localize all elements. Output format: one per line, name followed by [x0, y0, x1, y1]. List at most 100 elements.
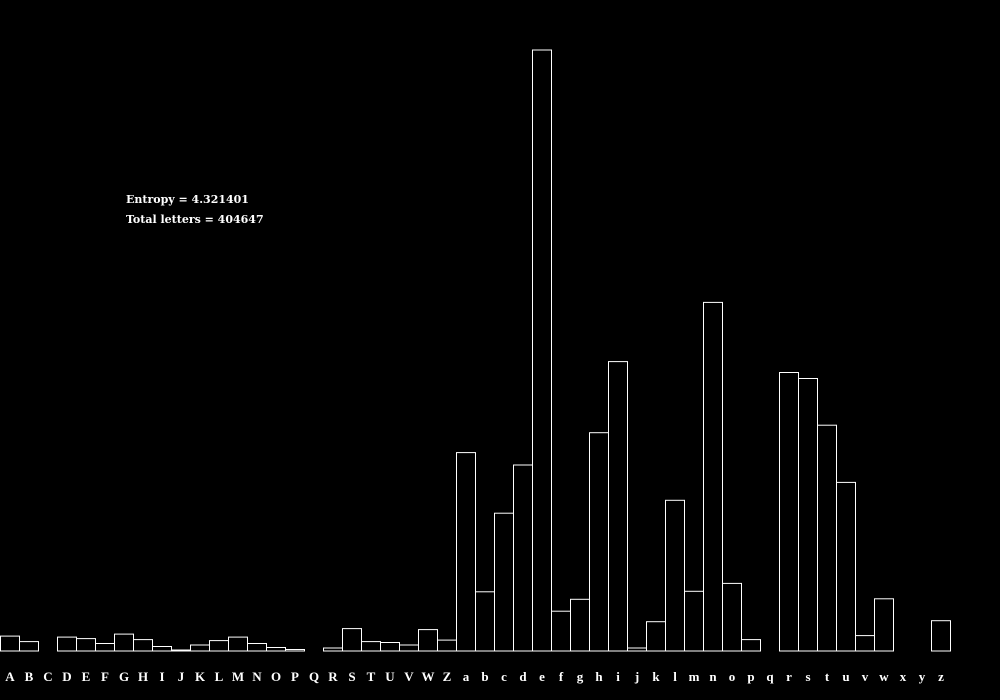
- bar-M: [228, 636, 248, 652]
- bar-P: [285, 649, 305, 652]
- tick-label-f: f: [559, 669, 564, 684]
- tick-label-z: z: [938, 669, 944, 684]
- tick-label-d: d: [519, 669, 527, 684]
- tick-label-T: T: [367, 669, 376, 684]
- bar-c: [494, 512, 514, 652]
- tick-label-S: S: [348, 669, 355, 684]
- bar-w: [874, 598, 894, 652]
- bar-I: [152, 646, 172, 652]
- tick-label-i: i: [616, 669, 620, 684]
- stats-panel: Entropy = 4.321401 Total letters = 40464…: [126, 190, 264, 230]
- bar-O: [266, 647, 286, 652]
- bar-T: [361, 641, 381, 652]
- tick-label-r: r: [786, 669, 792, 684]
- tick-label-k: k: [652, 669, 660, 684]
- bar-g: [570, 598, 590, 652]
- bar-p: [741, 639, 761, 652]
- tick-label-R: R: [328, 669, 338, 684]
- bar-o: [722, 582, 742, 652]
- bar-A: [0, 635, 20, 652]
- bar-h: [589, 432, 609, 652]
- tick-label-A: A: [5, 669, 15, 684]
- bar-S: [342, 628, 362, 652]
- bar-G: [114, 633, 134, 652]
- tick-label-o: o: [729, 669, 736, 684]
- bar-b: [475, 591, 495, 652]
- tick-label-w: w: [879, 669, 889, 684]
- tick-label-I: I: [159, 669, 164, 684]
- tick-label-h: h: [595, 669, 603, 684]
- bar-V: [399, 644, 419, 652]
- tick-label-E: E: [82, 669, 91, 684]
- tick-label-m: m: [689, 669, 700, 684]
- bar-i: [608, 361, 628, 652]
- bar-u: [836, 481, 856, 652]
- bar-W: [418, 629, 438, 652]
- tick-label-e: e: [539, 669, 545, 684]
- bars-group: [0, 49, 951, 652]
- bar-r: [779, 372, 799, 652]
- tick-label-K: K: [195, 669, 206, 684]
- tick-label-L: L: [215, 669, 224, 684]
- bar-K: [190, 644, 210, 652]
- tick-label-q: q: [766, 669, 774, 684]
- tick-label-N: N: [252, 669, 262, 684]
- tick-label-Q: Q: [309, 669, 319, 684]
- tick-label-C: C: [43, 669, 52, 684]
- bar-U: [380, 642, 400, 652]
- entropy-text: Entropy = 4.321401: [126, 193, 249, 206]
- tick-label-J: J: [178, 669, 185, 684]
- bar-N: [247, 643, 267, 652]
- tick-label-B: B: [25, 669, 34, 684]
- bar-d: [513, 464, 533, 652]
- tick-label-c: c: [501, 669, 507, 684]
- bar-l: [665, 499, 685, 652]
- tick-label-y: y: [919, 669, 926, 684]
- tick-label-P: P: [291, 669, 299, 684]
- tick-label-D: D: [62, 669, 71, 684]
- bar-E: [76, 638, 96, 652]
- bar-s: [798, 378, 818, 652]
- tick-label-Z: Z: [443, 669, 452, 684]
- bar-Z: [437, 639, 457, 652]
- bar-j: [627, 647, 647, 652]
- tick-label-u: u: [842, 669, 849, 684]
- tick-label-V: V: [404, 669, 414, 684]
- tick-label-l: l: [673, 669, 677, 684]
- bar-B: [19, 641, 39, 652]
- tick-label-v: v: [862, 669, 869, 684]
- tick-label-O: O: [271, 669, 281, 684]
- tick-label-n: n: [709, 669, 717, 684]
- bar-F: [95, 643, 115, 652]
- bar-L: [209, 640, 229, 652]
- tick-label-F: F: [101, 669, 109, 684]
- bar-e: [532, 49, 552, 652]
- bar-t: [817, 424, 837, 652]
- bar-k: [646, 621, 666, 652]
- tick-label-G: G: [119, 669, 129, 684]
- tick-label-g: g: [577, 669, 584, 684]
- bar-v: [855, 635, 875, 652]
- tick-label-W: W: [422, 669, 435, 684]
- bar-H: [133, 639, 153, 652]
- bar-D: [57, 636, 77, 652]
- tick-label-U: U: [385, 669, 395, 684]
- tick-label-M: M: [232, 669, 244, 684]
- tick-label-s: s: [805, 669, 810, 684]
- bar-z: [931, 620, 951, 652]
- bar-R: [323, 647, 343, 652]
- tick-label-b: b: [481, 669, 488, 684]
- bar-a: [456, 452, 476, 652]
- tick-label-t: t: [825, 669, 830, 684]
- bar-m: [684, 590, 704, 652]
- total-letters-text: Total letters = 404647: [126, 213, 264, 226]
- tick-label-x: x: [900, 669, 907, 684]
- tick-label-j: j: [634, 669, 639, 684]
- tick-label-H: H: [138, 669, 148, 684]
- bar-f: [551, 610, 571, 652]
- tick-label-a: a: [463, 669, 470, 684]
- tick-label-p: p: [747, 669, 754, 684]
